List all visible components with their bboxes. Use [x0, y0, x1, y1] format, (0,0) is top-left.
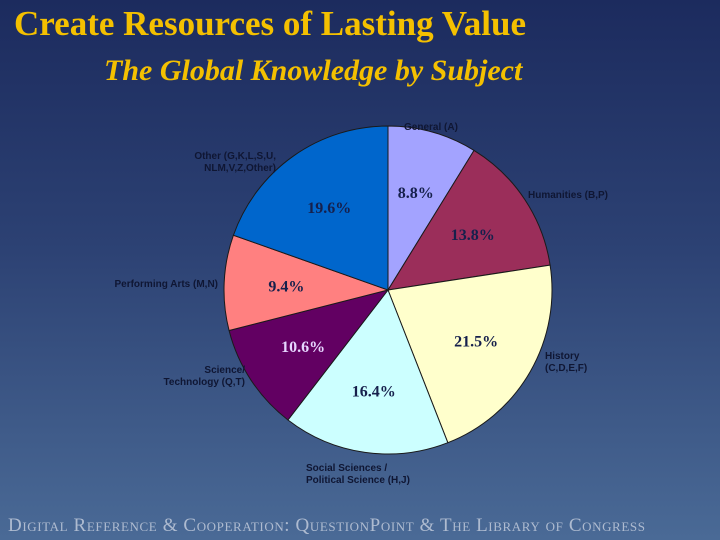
- pie-slice: [387, 149, 551, 291]
- slice-category-label-line: Humanities (B,P): [528, 190, 608, 201]
- slice-category-label: Science/Technology (Q,T): [164, 365, 246, 388]
- slice-category-label-line: Other (G,K,L,S,U,: [194, 151, 276, 162]
- slide-title: Create Resources of Lasting Value: [14, 4, 527, 43]
- slice-category-label: History (C,D,E,F): [545, 351, 587, 374]
- slice-category-label-line: Performing Arts (M,N): [114, 279, 218, 290]
- pie-slice: [223, 234, 390, 332]
- slice-value-label: 21.5%: [454, 334, 498, 351]
- slice-category-label-line: Science/: [204, 365, 245, 376]
- pie-slice: [287, 288, 449, 455]
- slice-value-label: 16.4%: [352, 384, 396, 401]
- slice-category-label-line: NLM,V,Z,Other): [204, 163, 276, 174]
- pie-slice: [228, 289, 390, 421]
- slice-category-label-line: (C,D,E,F): [545, 363, 587, 374]
- slice-value-label: 9.4%: [268, 278, 304, 295]
- slice-category-label: Performing Arts (M,N): [114, 279, 218, 290]
- slice-category-label: General (A): [404, 122, 458, 133]
- slice-value-label: 10.6%: [281, 339, 325, 356]
- slice-value-label: 19.6%: [307, 200, 351, 217]
- slice-value-label: 8.8%: [398, 185, 434, 202]
- pie-slice: [387, 125, 475, 292]
- slice-category-label: Other (G,K,L,S,U, NLM,V,Z,Other): [194, 151, 276, 174]
- slice-category-label: Humanities (B,P): [528, 190, 608, 201]
- slice-value-label: 13.8%: [451, 227, 495, 244]
- slice-category-label-line: General (A): [404, 122, 458, 133]
- slice-category-label-line: History: [545, 351, 580, 362]
- slide-subtitle: The Global Knowledge by Subject: [104, 54, 523, 87]
- slice-category-label: Social Sciences / Political Science (H,J): [306, 463, 410, 486]
- footer-text: Digital Reference & Cooperation: Questio…: [8, 515, 646, 536]
- pie-slice: [387, 264, 553, 444]
- slice-category-label-line: Technology (Q,T): [164, 377, 245, 388]
- slice-category-label-line: Social Sciences /: [306, 463, 387, 474]
- pie-slice: [232, 125, 389, 291]
- slice-category-label-line: Political Science (H,J): [306, 475, 410, 486]
